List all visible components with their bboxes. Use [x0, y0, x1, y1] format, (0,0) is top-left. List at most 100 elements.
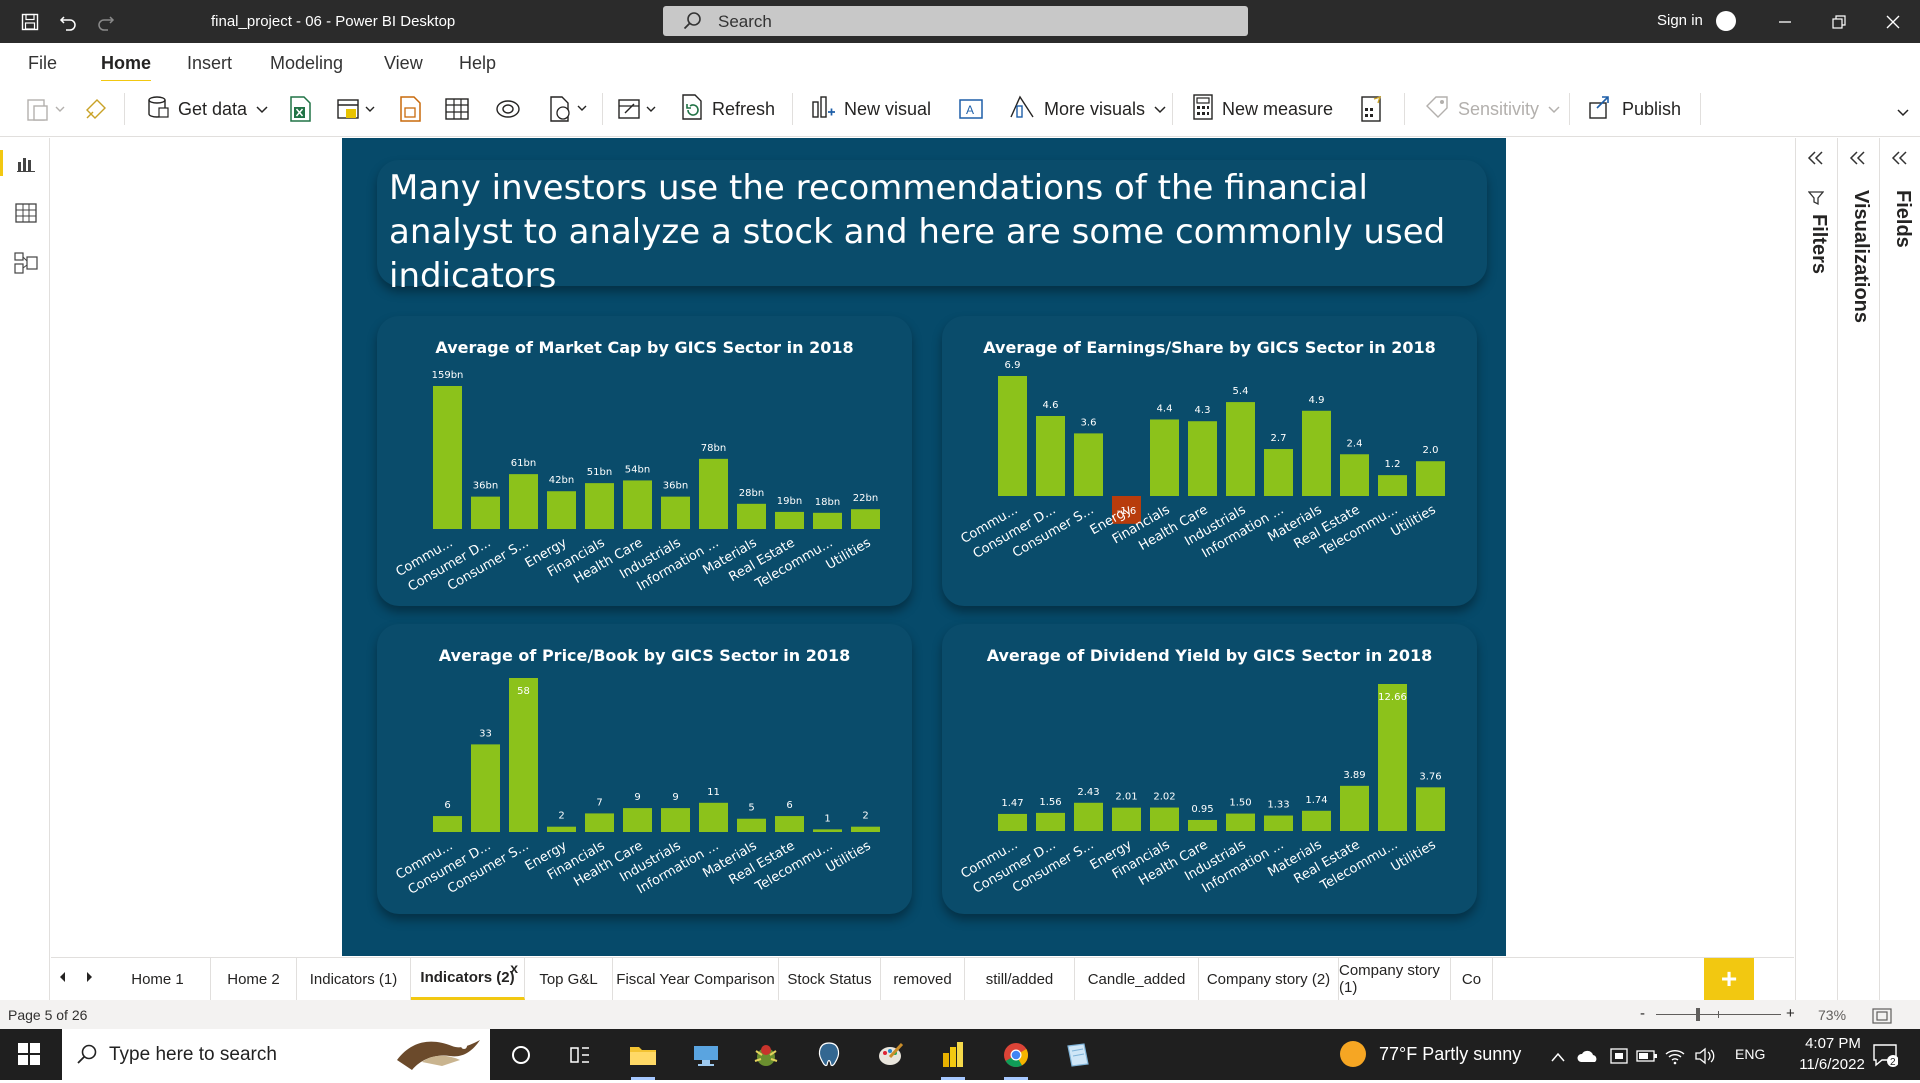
chart-bar[interactable] [547, 491, 576, 529]
notepad-app-icon[interactable] [1062, 1039, 1094, 1071]
page-tab[interactable]: Stock Status [779, 958, 881, 1000]
chart-bar[interactable] [1188, 421, 1217, 496]
paint-app-icon[interactable] [874, 1039, 906, 1071]
get-data-button[interactable]: Get data [146, 93, 269, 125]
visualizations-pane[interactable]: Visualizations [1837, 138, 1878, 1000]
show-hidden-icons-chevron-icon[interactable] [1542, 1041, 1574, 1073]
chart-bar[interactable] [471, 496, 500, 529]
page-tab[interactable]: Co [1451, 958, 1493, 1000]
dataverse-icon[interactable] [398, 93, 422, 125]
chart-bar[interactable] [699, 802, 728, 832]
chart-bar[interactable] [1074, 433, 1103, 496]
chart-bar[interactable] [1378, 684, 1407, 831]
chart-bar[interactable] [1340, 785, 1369, 831]
chart-bar[interactable] [1264, 449, 1293, 496]
chart-bar[interactable] [737, 818, 766, 832]
tab-scroll-right-icon[interactable] [85, 970, 95, 989]
chart-bar[interactable] [585, 813, 614, 832]
search-input[interactable]: Search [663, 6, 1248, 36]
chart-bar[interactable] [813, 829, 842, 832]
dividend-yield-chart[interactable]: Average of Dividend Yield by GICS Sector… [942, 624, 1477, 914]
zoom-out-button[interactable]: - [1640, 1005, 1645, 1022]
excel-icon[interactable] [288, 93, 312, 125]
chart-bar[interactable] [813, 512, 842, 529]
earnings-per-share-chart[interactable]: Average of Earnings/Share by GICS Sector… [942, 316, 1477, 606]
enter-data-icon[interactable] [444, 93, 470, 125]
menu-view[interactable]: View [384, 53, 423, 73]
chrome-icon[interactable] [1000, 1039, 1032, 1080]
menu-help[interactable]: Help [459, 53, 497, 73]
weather-partly-sunny-icon[interactable] [1340, 1041, 1366, 1067]
transform-icon[interactable] [617, 93, 661, 125]
chart-bar[interactable] [998, 376, 1027, 496]
chart-bar[interactable] [1150, 419, 1179, 496]
chart-bar[interactable] [1340, 454, 1369, 496]
task-view-icon[interactable] [564, 1039, 596, 1071]
redo-icon[interactable] [94, 10, 118, 34]
menu-insert[interactable]: Insert [187, 53, 233, 73]
close-icon[interactable] [1881, 10, 1905, 34]
chart-bar[interactable] [1302, 810, 1331, 831]
volume-icon[interactable] [1689, 1040, 1721, 1072]
chart-bar[interactable] [433, 816, 462, 832]
taskbar-search-input[interactable]: Type here to search [62, 1029, 490, 1080]
chart-bar[interactable] [1112, 496, 1141, 524]
chart-bar[interactable] [775, 511, 804, 529]
add-page-button[interactable]: + [1704, 958, 1754, 1000]
chart-bar[interactable] [1226, 813, 1255, 831]
file-explorer-icon[interactable] [627, 1039, 659, 1080]
chart-bar[interactable] [1150, 807, 1179, 831]
menu-modeling[interactable]: Modeling [270, 53, 344, 73]
chart-bar[interactable] [471, 744, 500, 832]
chart-bar[interactable] [1112, 807, 1141, 831]
text-box-icon[interactable]: A [958, 93, 984, 125]
avatar[interactable] [1716, 11, 1736, 31]
onedrive-cloud-icon[interactable] [1572, 1040, 1604, 1072]
page-tab[interactable]: Company story (2) [1199, 958, 1339, 1000]
undo-icon[interactable] [56, 10, 80, 34]
chart-bar[interactable] [623, 480, 652, 529]
chart-bar[interactable] [661, 496, 690, 529]
page-tab[interactable]: still/added [965, 958, 1075, 1000]
format-painter-icon[interactable] [84, 93, 108, 125]
chart-bar[interactable] [661, 808, 690, 832]
paste-button[interactable] [26, 93, 66, 125]
filters-pane[interactable]: Filters [1795, 138, 1836, 1000]
chart-bar[interactable] [547, 826, 576, 832]
chart-bar[interactable] [775, 816, 804, 832]
quick-measure-icon[interactable] [1360, 93, 1384, 125]
price-to-book-chart[interactable]: Average of Price/Book by GICS Sector in … [377, 624, 912, 914]
sign-in-link[interactable]: Sign in [1657, 12, 1703, 29]
tab-scroll-left-icon[interactable] [57, 970, 67, 989]
menu-home[interactable]: Home [101, 53, 152, 83]
chart-bar[interactable] [1036, 416, 1065, 496]
clock-date[interactable]: 11/6/2022 [1799, 1056, 1865, 1073]
tray-app-icon[interactable] [1603, 1040, 1635, 1072]
page-tab[interactable]: Indicators (2) x [411, 958, 525, 1000]
windows-start-icon[interactable] [18, 1043, 40, 1070]
chart-bar[interactable] [1416, 461, 1445, 496]
chart-bar[interactable] [1302, 410, 1331, 496]
page-tab[interactable]: Indicators (1) [297, 958, 411, 1000]
chart-bar[interactable] [1036, 812, 1065, 831]
battery-icon[interactable] [1631, 1040, 1663, 1072]
weather-text[interactable]: 77°F Partly sunny [1379, 1044, 1522, 1064]
fields-pane[interactable]: Fields [1879, 138, 1920, 1000]
menu-file[interactable]: File [28, 53, 58, 73]
double-chevron-left-icon[interactable] [1806, 150, 1824, 171]
postgresql-icon[interactable] [813, 1039, 845, 1071]
restore-icon[interactable] [1827, 10, 1851, 34]
report-view-icon[interactable] [13, 150, 39, 176]
double-chevron-left-icon[interactable] [1890, 150, 1908, 171]
chart-bar[interactable] [998, 813, 1027, 831]
clock-time[interactable]: 4:07 PM [1805, 1035, 1861, 1052]
new-measure-button[interactable]: New measure [1192, 93, 1333, 125]
chart-bar[interactable] [851, 509, 880, 529]
page-tab[interactable]: removed [881, 958, 965, 1000]
more-visuals-button[interactable]: More visuals [1008, 93, 1167, 125]
refresh-button[interactable]: Refresh [680, 93, 775, 125]
chart-bar[interactable] [433, 386, 462, 529]
chart-bar[interactable] [623, 808, 652, 832]
chart-bar[interactable] [851, 826, 880, 832]
chart-bar[interactable] [737, 503, 766, 529]
